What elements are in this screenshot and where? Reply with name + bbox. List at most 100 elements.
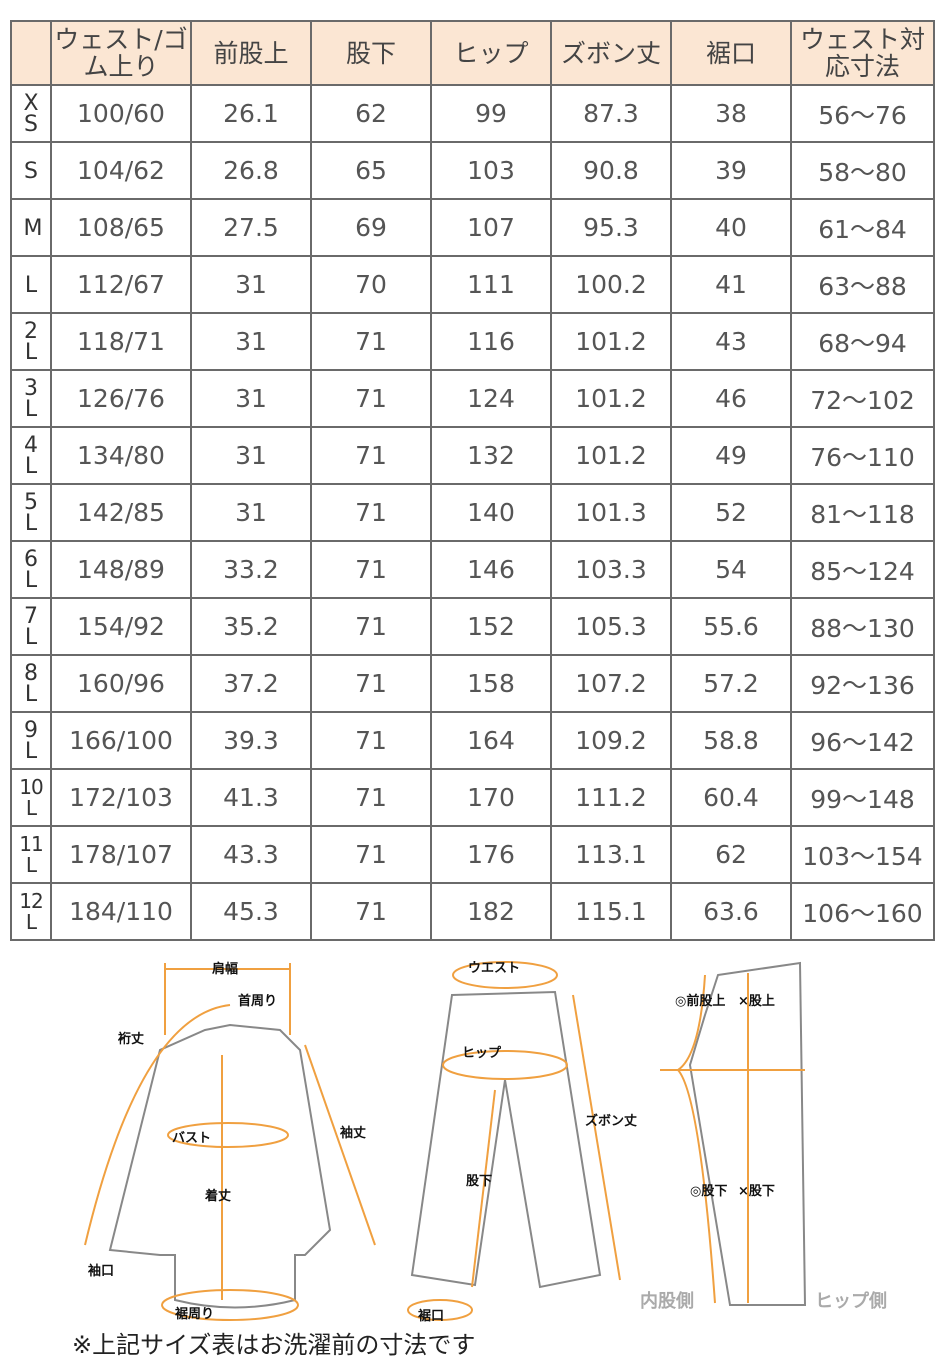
pants-outline xyxy=(410,990,602,1289)
size-cell: L xyxy=(10,255,52,314)
table-row: 6L 148/89 33.2 71 146 103.3 54 85～124 xyxy=(10,540,935,599)
column-header: ウェスト/ゴム上り xyxy=(50,20,192,86)
cell: 43.3 xyxy=(190,825,312,884)
cell: 70 xyxy=(310,255,432,314)
column-header xyxy=(10,20,52,86)
table-row: XS 100/60 26.1 62 99 87.3 38 56～76 xyxy=(10,84,935,143)
cell: 63.6 xyxy=(670,882,792,941)
cell: 71 xyxy=(310,654,432,713)
cell: 118/71 xyxy=(50,312,192,371)
pants-measure-lines xyxy=(407,961,621,1321)
cell: 100/60 xyxy=(50,84,192,143)
size-cell: 4L xyxy=(10,426,52,485)
size-label: 3L xyxy=(24,375,38,422)
cell: 92～136 xyxy=(790,654,935,713)
cell: 104/62 xyxy=(50,141,192,200)
cell: 107 xyxy=(430,198,552,257)
label-sleeve: 袖丈 xyxy=(340,1125,366,1141)
side-pants-outline xyxy=(688,961,807,1306)
shirt-measure-lines xyxy=(84,963,376,1321)
cell: 103 xyxy=(430,141,552,200)
cell: 41.3 xyxy=(190,768,312,827)
label-yuki: 裄丈 xyxy=(117,1031,144,1047)
cell: 63～88 xyxy=(790,255,935,314)
cell: 62 xyxy=(310,84,432,143)
label-waist: ウエスト xyxy=(468,961,520,976)
cell: 54 xyxy=(670,540,792,599)
table-row: 9L 166/100 39.3 71 164 109.2 58.8 96～142 xyxy=(10,711,935,770)
size-label: 7L xyxy=(24,603,38,650)
cell: 108/65 xyxy=(50,198,192,257)
cell: 68～94 xyxy=(790,312,935,371)
cell: 81～118 xyxy=(790,483,935,542)
size-label: 8L xyxy=(24,660,38,707)
size-label: 2L xyxy=(24,318,38,365)
cell: 56～76 xyxy=(790,84,935,143)
cell: 160/96 xyxy=(50,654,192,713)
measurement-diagram: 肩幅 首周り 裄丈 バスト 袖丈 着丈 袖口 裾周り ウエスト ヒップ 股下 ズ… xyxy=(84,961,887,1324)
cell: 71 xyxy=(310,312,432,371)
cell: 31 xyxy=(190,255,312,314)
table-row: 5L 142/85 31 71 140 101.3 52 81～118 xyxy=(10,483,935,542)
cell: 140 xyxy=(430,483,552,542)
cell: 40 xyxy=(670,198,792,257)
cell: 166/100 xyxy=(50,711,192,770)
footnote: ※上記サイズ表はお洗濯前の寸法です xyxy=(72,1331,476,1359)
table-row: 2L 118/71 31 71 116 101.2 43 68～94 xyxy=(10,312,935,371)
cell: 107.2 xyxy=(550,654,672,713)
cell: 87.3 xyxy=(550,84,672,143)
size-label: 9L xyxy=(24,717,38,764)
cell: 43 xyxy=(670,312,792,371)
cell: 58～80 xyxy=(790,141,935,200)
cell: 60.4 xyxy=(670,768,792,827)
size-label: 5L xyxy=(24,489,38,536)
cell: 178/107 xyxy=(50,825,192,884)
shirt-outline xyxy=(108,1023,332,1309)
table-row: 4L 134/80 31 71 132 101.2 49 76～110 xyxy=(10,426,935,485)
cell: 158 xyxy=(430,654,552,713)
size-cell: 10L xyxy=(10,768,52,827)
cell: 95.3 xyxy=(550,198,672,257)
size-cell: 11L xyxy=(10,825,52,884)
column-header: 股下 xyxy=(310,20,432,86)
cell: 38 xyxy=(670,84,792,143)
cell: 134/80 xyxy=(50,426,192,485)
label-bust: バスト xyxy=(172,1131,211,1146)
size-cell: 6L xyxy=(10,540,52,599)
label-hip: ヒップ xyxy=(462,1046,502,1061)
size-label: 11L xyxy=(19,831,43,877)
cell: 99～148 xyxy=(790,768,935,827)
cell: 33.2 xyxy=(190,540,312,599)
table-row: S 104/62 26.8 65 103 90.8 39 58～80 xyxy=(10,141,935,200)
column-header: 前股上 xyxy=(190,20,312,86)
table-row: 12L 184/110 45.3 71 182 115.1 63.6 106～160 xyxy=(10,882,935,941)
cell: 35.2 xyxy=(190,597,312,656)
label-inseam: 股下 xyxy=(466,1174,492,1189)
cell: 99 xyxy=(430,84,552,143)
cell: 88～130 xyxy=(790,597,935,656)
cell: 71 xyxy=(310,483,432,542)
cell: 170 xyxy=(430,768,552,827)
table-row: M 108/65 27.5 69 107 95.3 40 61～84 xyxy=(10,198,935,257)
size-cell: 5L xyxy=(10,483,52,542)
column-header: ヒップ xyxy=(430,20,552,86)
cell: 45.3 xyxy=(190,882,312,941)
size-cell: 7L xyxy=(10,597,52,656)
size-cell: M xyxy=(10,198,52,257)
cell: 154/92 xyxy=(50,597,192,656)
size-cell: 3L xyxy=(10,369,52,428)
cell: 61～84 xyxy=(790,198,935,257)
size-label: 10L xyxy=(19,774,43,820)
cell: 76～110 xyxy=(790,426,935,485)
cell: 164 xyxy=(430,711,552,770)
cell: 31 xyxy=(190,369,312,428)
cell: 39.3 xyxy=(190,711,312,770)
cell: 55.6 xyxy=(670,597,792,656)
label-front-rise: ◎前股上 xyxy=(675,993,725,1009)
size-cell: XS xyxy=(10,84,52,143)
cell: 58.8 xyxy=(670,711,792,770)
cell: 101.3 xyxy=(550,483,672,542)
cell: 71 xyxy=(310,768,432,827)
table-row: 3L 126/76 31 71 124 101.2 46 72～102 xyxy=(10,369,935,428)
table-row: 8L 160/96 37.2 71 158 107.2 57.2 92～136 xyxy=(10,654,935,713)
